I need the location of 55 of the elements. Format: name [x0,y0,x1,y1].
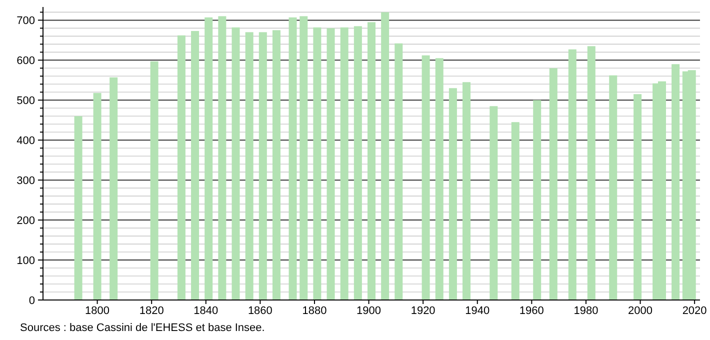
y-tick-label: 0 [28,294,35,307]
x-tick-label: 1800 [85,305,110,317]
y-tick-label: 200 [16,214,35,227]
bar [672,64,680,300]
bar [381,12,390,300]
bar [177,35,186,300]
y-tick-label: 400 [16,134,35,147]
x-tick-label: 2020 [682,305,707,317]
bar [634,94,642,300]
y-tick-label: 100 [16,254,35,267]
bar [313,27,322,300]
x-tick-label: 1900 [356,305,382,317]
bar [368,22,376,300]
bar [245,32,254,300]
bar [549,68,558,300]
bar [354,26,362,300]
bar [93,92,102,300]
bar [326,28,335,300]
x-tick-label: 1860 [248,305,272,317]
x-tick-label: 1980 [574,305,598,317]
bar [218,16,226,300]
x-tick-label: 2000 [628,305,653,317]
bar [258,32,267,300]
x-tick-label: 1880 [302,305,327,317]
bar [204,17,213,300]
bar [533,100,542,300]
x-tick-label: 1960 [519,305,544,317]
bar [490,106,498,300]
x-tick-label: 1840 [194,305,218,317]
bar [462,82,471,300]
bar [609,75,618,300]
bar [568,49,576,300]
bar [587,46,596,300]
bar [74,116,82,300]
bar [394,43,403,300]
bar [435,58,444,300]
bar [232,27,240,300]
y-tick-label: 300 [16,174,35,187]
bar [340,27,348,300]
bar [272,30,280,300]
y-tick-label: 500 [16,94,35,107]
bar [511,122,520,300]
bar [300,16,308,300]
bar [150,61,158,300]
y-tick-label: 700 [16,15,35,28]
bar [288,17,297,300]
x-tick-label: 1940 [465,305,490,317]
bar [110,77,118,300]
bar [191,30,200,300]
source-note: Sources : base Cassini de l'EHESS et base Insee. [20,322,265,334]
bar [448,88,457,300]
y-tick-label: 600 [16,55,35,68]
x-tick-label: 1920 [410,305,436,317]
x-tick-label: 1820 [139,305,164,317]
bar [422,55,430,300]
